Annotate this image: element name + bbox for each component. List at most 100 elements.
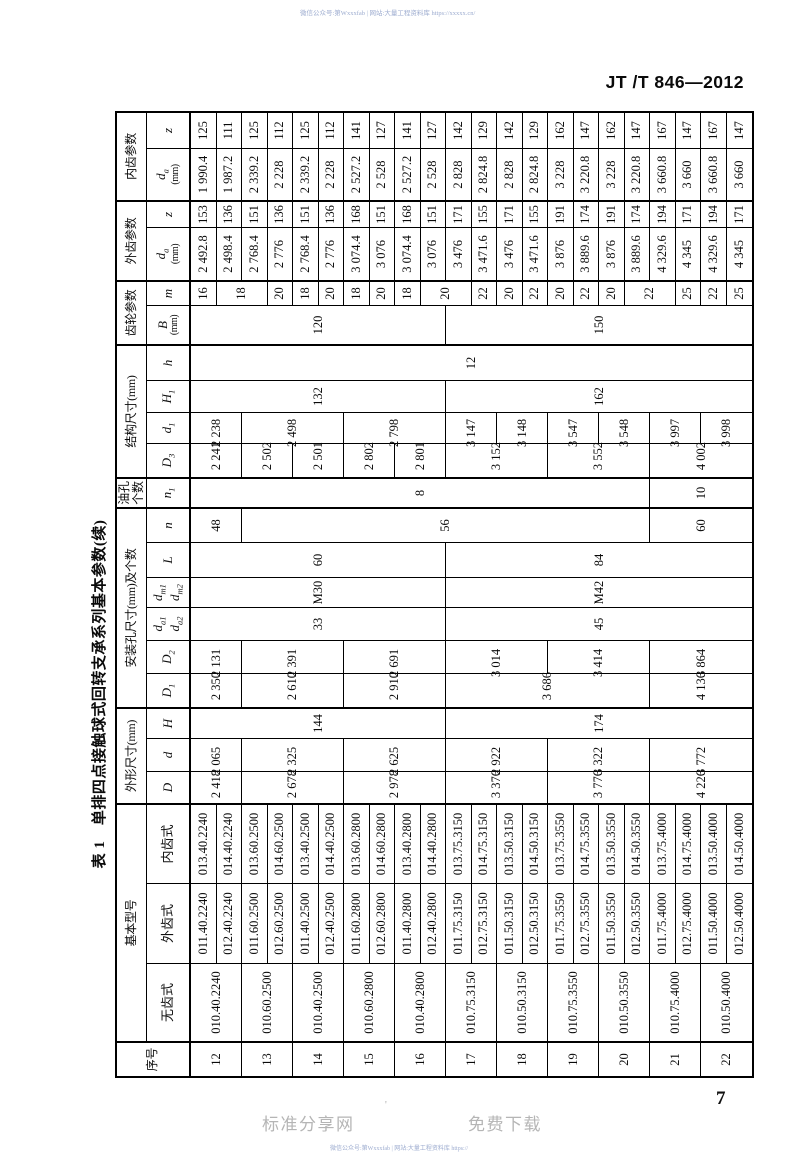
data-cell: 3 074.4 — [395, 227, 421, 280]
data-cell: 3 476 — [446, 227, 472, 280]
data-cell: 013.50.3550 — [599, 803, 625, 883]
data-cell: 151 — [293, 200, 319, 227]
data-cell: 60 — [650, 507, 752, 542]
data-cell: 2 801 — [395, 442, 446, 477]
data-cell: 136 — [318, 200, 344, 227]
stray-mark: ' — [385, 1100, 387, 1111]
data-cell: 112 — [267, 113, 293, 148]
data-cell: 167 — [650, 113, 676, 148]
data-cell: 147 — [731, 121, 746, 140]
data-cell: 20 — [497, 280, 523, 305]
header-group-cell: 齿轮参数 — [117, 280, 147, 344]
data-cell: 3 876 — [599, 227, 625, 280]
header-sub-cell: da (mm) — [147, 148, 191, 200]
data-cell: 3 876 — [548, 227, 574, 280]
data-cell: 4 329.6 — [650, 227, 676, 280]
data-cell: 2 828 — [446, 148, 472, 200]
data-cell: 162 — [446, 380, 752, 412]
data-cell: 22 — [701, 280, 727, 305]
data-cell: 2 238 — [191, 412, 242, 447]
data-cell: 2 824.8 — [522, 148, 548, 200]
header-sub-cell: d1 — [147, 412, 191, 443]
header-sub-cell: B (mm) — [147, 305, 191, 344]
data-cell: 3 414 — [548, 640, 650, 677]
data-cell: 155 — [471, 200, 497, 227]
data-cell: 168 — [395, 200, 421, 227]
data-cell: 14 — [293, 1041, 344, 1076]
data-cell: 2 228 — [318, 148, 344, 200]
data-cell: 012.75.3150 — [471, 883, 497, 963]
header-sub-cell: D1 — [147, 673, 191, 707]
header-sub-cell: 外齿式 — [147, 883, 191, 963]
data-cell: 45 — [446, 607, 752, 640]
data-cell: 014.50.4000 — [726, 803, 752, 883]
header-sub-cell: m — [147, 280, 191, 305]
data-cell: 127 — [369, 113, 395, 148]
data-cell: 012.60.2800 — [369, 883, 395, 963]
data-cell: 010.50.3150 — [497, 963, 548, 1041]
data-cell: 151 — [369, 200, 395, 227]
data-cell: 012.75.3550 — [573, 883, 599, 963]
data-cell: 2 418 — [191, 770, 242, 803]
data-cell: 2 824.8 — [471, 148, 497, 200]
header-sub-cell: D2 — [147, 640, 191, 673]
data-cell: 111 — [216, 113, 242, 148]
data-cell: 3 552 — [548, 442, 650, 477]
data-cell: 18 — [344, 280, 370, 305]
data-cell: 012.50.3150 — [522, 883, 548, 963]
data-cell: 012.40.2500 — [318, 883, 344, 963]
header-sub-cell: H1 — [147, 380, 191, 412]
header-sub-cell: h — [147, 344, 191, 380]
data-cell: 22 — [573, 280, 599, 305]
data-cell: 013.40.2500 — [293, 803, 319, 883]
data-cell: 20 — [548, 280, 574, 305]
data-cell: 3 476 — [497, 227, 523, 280]
data-cell: 2 768.4 — [293, 227, 319, 280]
data-cell: 171 — [726, 200, 752, 227]
data-cell: 84 — [446, 542, 752, 577]
data-cell: 011.60.2500 — [242, 883, 268, 963]
data-cell: 012.50.3550 — [624, 883, 650, 963]
data-cell: 162 — [599, 113, 625, 148]
data-cell: 3 152 — [446, 442, 548, 477]
data-cell: 25 — [675, 280, 701, 305]
data-cell: 2 498 — [242, 412, 344, 447]
data-cell: 3 471.6 — [522, 227, 548, 280]
data-cell: 011.40.2240 — [191, 883, 217, 963]
data-cell: 3 997 — [650, 412, 701, 447]
data-cell: 011.40.2500 — [293, 883, 319, 963]
data-cell: 3 889.6 — [624, 227, 650, 280]
data-cell: 3 074.4 — [344, 227, 370, 280]
data-cell: 142 — [446, 113, 472, 148]
data-cell: 014.40.2240 — [216, 803, 242, 883]
data-cell: 3 220.8 — [624, 148, 650, 200]
data-cell: 56 — [242, 507, 650, 542]
data-cell: 014.60.2500 — [267, 803, 293, 883]
data-cell: 20 — [599, 280, 625, 305]
data-cell: 010.40.2240 — [191, 963, 242, 1041]
footer-share-site: 标准分享网 — [262, 1115, 355, 1134]
data-cell: 22 — [701, 1041, 752, 1076]
header-sub-cell: L — [147, 542, 191, 577]
data-cell: 4 345 — [726, 227, 752, 280]
header-group-cell: 基本型号 — [117, 803, 147, 1041]
data-cell: 3 864 — [650, 640, 752, 677]
data-cell: 18 — [395, 280, 421, 305]
data-cell: 2 910 — [344, 672, 446, 707]
data-cell: 2 776 — [318, 227, 344, 280]
data-cell: 162 — [548, 113, 574, 148]
data-cell: 3 889.6 — [573, 227, 599, 280]
data-cell: 144 — [191, 707, 446, 738]
data-cell: 013.50.4000 — [701, 803, 727, 883]
data-cell: 011.75.3550 — [548, 883, 574, 963]
header-group-cell: 安装孔尺寸(mm)及个数 — [117, 507, 147, 707]
data-cell: 3 686 — [446, 672, 650, 707]
data-cell: 2 798 — [344, 412, 446, 447]
data-cell: 011.60.2800 — [344, 883, 370, 963]
data-cell: 174 — [573, 200, 599, 227]
header-sub-cell: z — [147, 200, 191, 227]
data-cell: 18 — [497, 1041, 548, 1076]
data-cell: 011.75.4000 — [650, 883, 676, 963]
header-sub-cell: H — [147, 707, 191, 738]
data-cell: 120 — [191, 305, 446, 344]
